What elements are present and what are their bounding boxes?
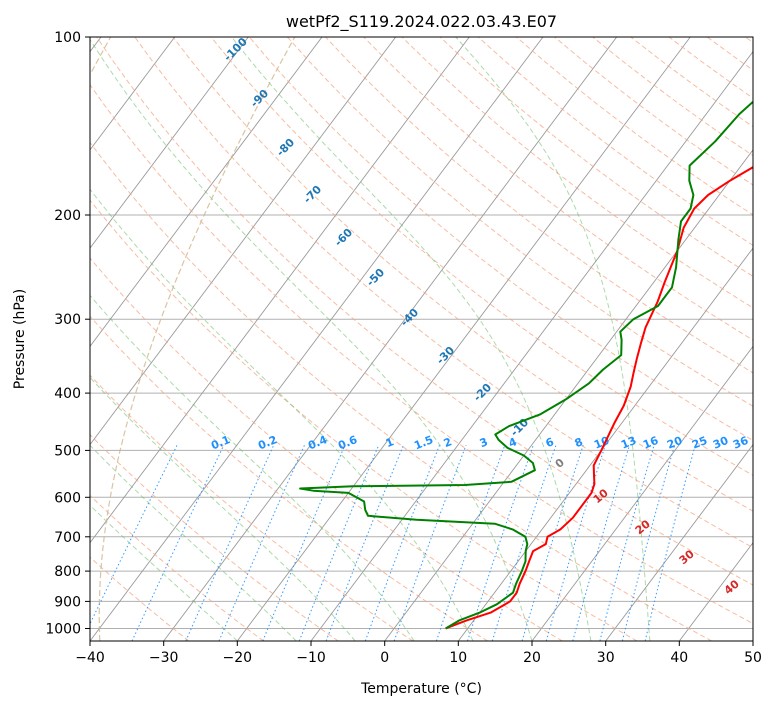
moist-adiabat-line	[455, 37, 651, 641]
mixing-ratio-line	[364, 445, 440, 641]
profile-lines	[299, 100, 753, 630]
mixing-ratio-label: 1	[384, 435, 396, 450]
dry-adiabat-line	[90, 374, 414, 641]
isotherm-line	[90, 37, 176, 151]
mixing-ratio-line	[621, 445, 676, 641]
mixing-ratio-label: 36	[731, 434, 750, 452]
x-tick-label: 0	[380, 650, 389, 666]
mixing-ratio-line	[644, 445, 696, 641]
y-tick-label: 300	[54, 312, 81, 328]
mixing-ratio-line	[393, 445, 467, 641]
isotherm-line	[605, 443, 753, 641]
chart-title: wetPf2_S119.2024.022.03.43.E07	[286, 12, 557, 32]
y-tick-label: 100	[54, 30, 81, 46]
dry-adiabat-line	[172, 37, 753, 512]
isotherm-line	[90, 37, 544, 641]
mixing-ratio-line	[185, 444, 275, 641]
y-tick-label: 700	[54, 530, 81, 546]
mixing-ratio-line	[435, 445, 506, 641]
x-tick-label: 40	[670, 650, 688, 666]
x-tick-label: −40	[75, 650, 105, 666]
moist-adiabat-line	[231, 37, 592, 641]
isotherm-line	[236, 37, 691, 641]
y-tick-label: 800	[54, 564, 81, 580]
moist-adiabat-line	[90, 294, 415, 641]
dry-adiabat-line	[96, 37, 753, 586]
plot-frame	[89, 36, 754, 642]
mixing-ratio-line	[572, 445, 630, 641]
mixing-ratio-label: 30	[711, 434, 730, 452]
x-tick-label: −10	[296, 650, 326, 666]
x-tick-label: −20	[223, 650, 253, 666]
y-tick-label: 1000	[45, 622, 81, 638]
mixing-ratio-label: 2	[442, 435, 454, 450]
dry-adiabat-line	[363, 37, 753, 341]
mixing-ratio-label: 13	[619, 434, 638, 452]
dry-adiabat-line	[325, 37, 753, 374]
y-tick-label: 500	[54, 443, 81, 459]
dry-adiabat-line	[401, 37, 753, 309]
mixing-curve-line	[98, 37, 296, 641]
mixing-ratio-label: 8	[573, 435, 585, 450]
x-tick-label: −30	[149, 650, 179, 666]
y-axis-label: Pressure (hPa)	[12, 289, 28, 389]
mixing-ratio-label: 16	[641, 434, 660, 452]
mixing-ratio-line	[521, 445, 584, 641]
mixing-ratio-line	[218, 444, 305, 641]
mixing-ratio-line	[491, 445, 557, 641]
dry-adiabat-line	[90, 556, 190, 641]
dry-adiabat-line	[90, 257, 563, 641]
dry-adiabat-line	[90, 83, 753, 625]
temperature-profile-line	[445, 166, 753, 630]
moist-adiabat-line	[90, 376, 356, 641]
dry-adiabat-line	[248, 37, 753, 441]
moist-adiabat-line	[90, 444, 297, 641]
dry-adiabat-line	[90, 199, 638, 641]
mixing-ratio-label: 20	[665, 434, 684, 452]
isotherm-line	[384, 149, 753, 641]
dry-adiabat-line	[90, 141, 712, 641]
isotherm-line	[457, 247, 753, 641]
moist-adiabat-line	[90, 38, 533, 641]
dewpoint-profile-line	[299, 100, 753, 630]
dry-adiabat-line	[90, 315, 488, 641]
x-axis: −40 −30 −20 −10 0 10 20 30 40 50	[75, 641, 762, 666]
mixing-ratio-line	[599, 445, 655, 641]
isotherm-line	[90, 37, 323, 348]
mixing-ratio-line	[90, 444, 178, 626]
y-tick-label: 900	[54, 594, 81, 610]
dry-adiabat-line	[90, 434, 339, 641]
isotherm-line	[90, 37, 397, 446]
y-axis: 1000 900 800 700 600 500 400 300 200 100	[45, 30, 90, 638]
y-tick-label: 200	[54, 208, 81, 224]
x-tick-label: 50	[744, 650, 762, 666]
x-axis-label: Temperature (°C)	[360, 681, 482, 697]
y-tick-label: 400	[54, 386, 81, 402]
x-tick-label: 20	[523, 650, 541, 666]
isotherm-line	[90, 37, 249, 249]
x-tick-label: 10	[449, 650, 467, 666]
isotherm-line	[163, 37, 618, 641]
x-tick-label: 30	[597, 650, 615, 666]
mixing-ratio-line	[325, 445, 404, 641]
y-tick-label: 600	[54, 490, 81, 506]
dry-adiabat-line	[210, 37, 753, 476]
isotherm-line	[531, 345, 753, 641]
background-lines	[90, 37, 753, 641]
isotherm-line	[90, 37, 470, 544]
mixing-ratio-label: 3	[478, 435, 490, 450]
mixing-ratio-line	[545, 445, 606, 641]
mixing-ratio-label: 25	[690, 434, 709, 452]
dry-adiabat-line	[134, 37, 753, 549]
